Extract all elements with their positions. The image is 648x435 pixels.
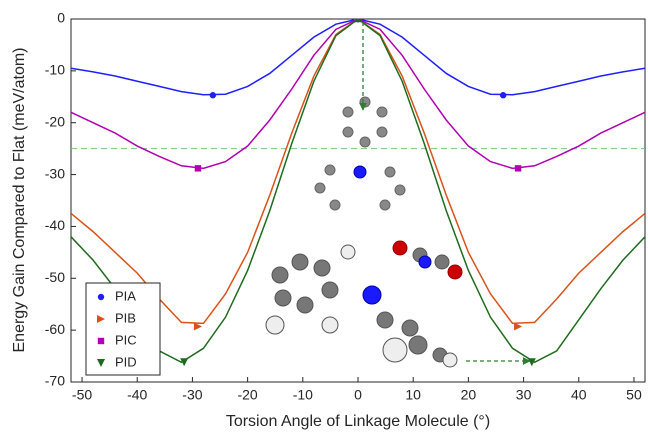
plot — [71, 19, 645, 367]
marker — [209, 92, 217, 99]
series-line — [71, 19, 645, 96]
x-tick-label: -50 — [72, 387, 92, 403]
marker — [356, 19, 360, 23]
series-line — [71, 19, 645, 325]
y-tick-label: -10 — [45, 62, 65, 78]
legend: PIA PIB PIC PID — [85, 282, 161, 376]
plot-area — [70, 18, 646, 383]
molecule-large — [265, 240, 463, 368]
molecule-small — [314, 96, 406, 211]
y-tick-label: -20 — [45, 113, 65, 129]
legend-marker — [97, 337, 105, 345]
y-tick-label: 0 — [57, 10, 65, 26]
y-tick-label: -40 — [45, 217, 65, 233]
legend-label: PIB — [115, 310, 136, 325]
marker — [194, 165, 202, 172]
x-tick-label: 20 — [461, 387, 477, 403]
marker — [499, 92, 507, 99]
y-tick-label: -50 — [45, 269, 65, 285]
legend-marker — [97, 315, 105, 323]
marker — [514, 322, 523, 331]
x-tick-label: 0 — [354, 387, 362, 403]
x-tick-label: 10 — [405, 387, 421, 403]
y-tick-label: -70 — [45, 373, 65, 389]
legend-label: PID — [115, 354, 137, 369]
series-line — [71, 19, 645, 364]
series-line — [71, 19, 645, 170]
y-tick-label: -60 — [45, 321, 65, 337]
legend-label: PIA — [115, 288, 136, 303]
legend-label: PIC — [115, 332, 137, 347]
y-tick-label: -30 — [45, 165, 65, 181]
x-axis-label: Torsion Angle of Linkage Molecule (°) — [226, 413, 490, 430]
marker — [514, 165, 522, 172]
x-tick-label: 30 — [516, 387, 532, 403]
x-tick-label: -10 — [293, 387, 313, 403]
y-axis-label: Energy Gain Compared to Flat (meV/atom) — [11, 47, 28, 352]
marker — [180, 358, 189, 367]
x-tick-label: -40 — [127, 387, 147, 403]
x-tick-label: -30 — [182, 387, 202, 403]
x-tick-label: -20 — [237, 387, 257, 403]
x-tick-label: 40 — [571, 387, 587, 403]
legend-marker — [97, 293, 105, 301]
x-tick-label: 50 — [626, 387, 642, 403]
marker — [193, 322, 202, 331]
legend-marker — [97, 359, 105, 367]
